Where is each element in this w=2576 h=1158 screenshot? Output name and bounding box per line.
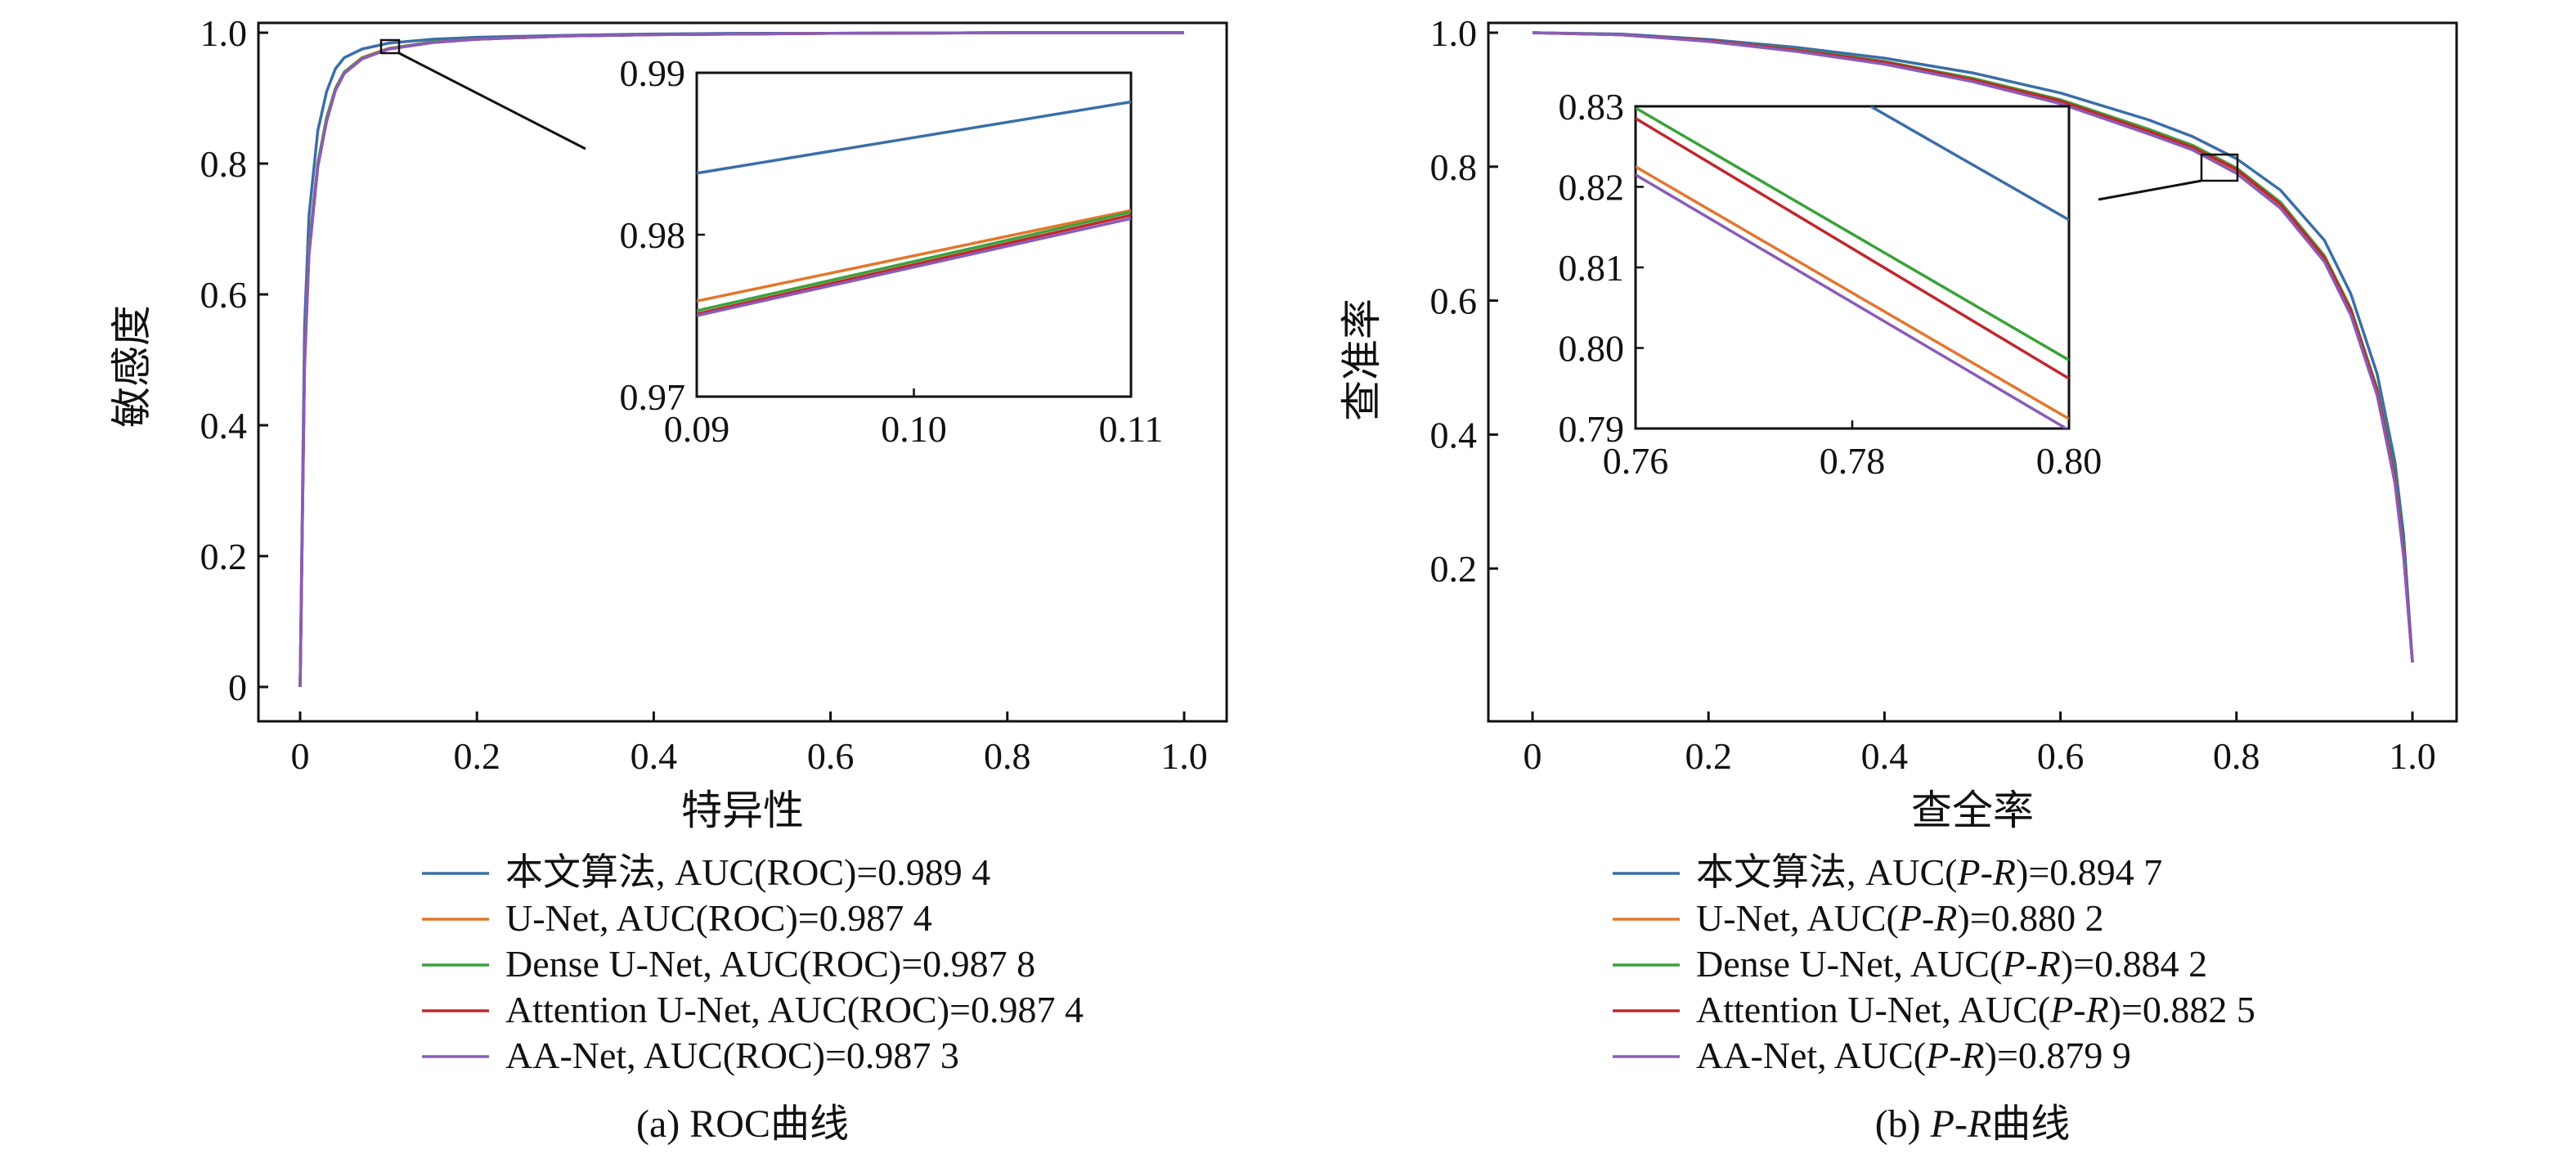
y-tick-label: 1.0 — [1430, 12, 1478, 54]
plot-frame — [257, 21, 1228, 723]
inset-x-tick-label: 0.76 — [1603, 440, 1669, 482]
y-tick-label: 0.6 — [1430, 281, 1478, 322]
inset-y-tick-label: 0.79 — [1559, 408, 1625, 450]
inset-x-tick-label: 0.80 — [2036, 440, 2103, 482]
inset-series-line-2 — [697, 209, 1131, 303]
x-tick-label: 0.6 — [2037, 735, 2085, 777]
x-tick-label: 0 — [291, 735, 310, 777]
legend-entry-2: U-Net, AUC(P-R)=0.880 2 — [1696, 897, 2104, 939]
y-tick-label: 0.4 — [200, 405, 248, 447]
y-tick-label: 0.4 — [1430, 414, 1478, 456]
x-tick-label: 0.8 — [2213, 735, 2260, 777]
x-tick-label: 0.6 — [807, 735, 855, 777]
legend-entry-5: AA-Net, AUC(ROC)=0.987 3 — [505, 1035, 959, 1076]
zoom-leader-line — [2098, 179, 2202, 201]
x-axis-label: 查全率 — [1911, 788, 2034, 833]
plot-frame — [1487, 21, 2458, 723]
inset-y-tick-label: 0.83 — [1559, 86, 1625, 128]
x-tick-label: 0.2 — [453, 735, 500, 777]
legend-entry-3: Dense U-Net, AUC(P-R)=0.884 2 — [1696, 943, 2207, 985]
series-line-5 — [1532, 31, 2414, 663]
chart-caption: (b) P-R曲线 — [1875, 1102, 2071, 1146]
inset-frame — [695, 71, 1133, 398]
inset-series-line-5 — [1636, 173, 2069, 429]
legend-entry-4: Attention U-Net, AUC(ROC)=0.987 4 — [505, 989, 1084, 1030]
inset-x-tick-label: 0.09 — [664, 408, 730, 450]
y-axis-label: 敏感度 — [109, 305, 155, 428]
y-tick-label: 0 — [228, 667, 247, 708]
y-tick-label: 0.2 — [1430, 548, 1478, 590]
inset-y-tick-label: 0.82 — [1559, 167, 1625, 209]
series-line-1 — [1532, 31, 2414, 663]
inset-x-tick-label: 0.78 — [1820, 440, 1886, 482]
legend-entry-1: 本文算法, AUC(P-R)=0.894 7 — [1696, 851, 2162, 893]
chart-caption: (a) ROC曲线 — [636, 1102, 849, 1146]
inset-series-line-3 — [697, 210, 1131, 312]
zoom-box — [379, 38, 401, 55]
inset-x-tick-label: 0.11 — [1099, 408, 1164, 450]
inset-x-tick-label: 0.10 — [881, 408, 947, 450]
legend-entry-2: U-Net, AUC(ROC)=0.987 4 — [505, 897, 932, 939]
y-tick-label: 0.8 — [200, 143, 248, 185]
legend-entry-1: 本文算法, AUC(ROC)=0.989 4 — [505, 851, 990, 893]
inset-y-tick-label: 0.99 — [620, 52, 686, 94]
inset-y-tick-label: 0.80 — [1559, 328, 1625, 370]
x-tick-label: 1.0 — [2389, 735, 2436, 777]
inset-series-line-4 — [1636, 117, 2069, 380]
legend-entry-5: AA-Net, AUC(P-R)=0.879 9 — [1696, 1035, 2131, 1076]
x-axis-label: 特异性 — [681, 788, 804, 833]
zoom-leader-line — [398, 52, 586, 150]
x-tick-label: 0.4 — [631, 735, 678, 777]
inset-series-line-1 — [697, 100, 1131, 175]
inset-series-line-5 — [697, 217, 1131, 317]
x-tick-label: 1.0 — [1160, 735, 1208, 777]
legend-entry-3: Dense U-Net, AUC(ROC)=0.987 8 — [505, 943, 1035, 985]
x-tick-label: 0.2 — [1685, 735, 1732, 777]
inset-frame — [1634, 105, 2071, 430]
y-tick-label: 1.0 — [200, 12, 248, 54]
inset-series-line-4 — [697, 213, 1131, 316]
x-tick-label: 0.8 — [984, 735, 1031, 777]
inset-y-tick-label: 0.97 — [620, 376, 686, 418]
zoom-box — [2200, 153, 2239, 182]
y-tick-label: 0.6 — [200, 274, 248, 316]
x-tick-label: 0 — [1524, 735, 1542, 777]
y-tick-label: 0.8 — [1430, 146, 1478, 188]
inset-y-tick-label: 0.98 — [620, 214, 686, 256]
inset-series-line-1 — [1869, 106, 2069, 222]
y-axis-label: 查准率 — [1339, 298, 1384, 421]
legend-entry-4: Attention U-Net, AUC(P-R)=0.882 5 — [1696, 989, 2255, 1030]
inset-series-line-2 — [1636, 165, 2069, 420]
inset-series-line-3 — [1636, 106, 2069, 361]
series-line-5 — [298, 31, 1184, 688]
y-tick-label: 0.2 — [200, 536, 248, 577]
inset-y-tick-label: 0.81 — [1559, 247, 1625, 289]
x-tick-label: 0.4 — [1861, 735, 1909, 777]
